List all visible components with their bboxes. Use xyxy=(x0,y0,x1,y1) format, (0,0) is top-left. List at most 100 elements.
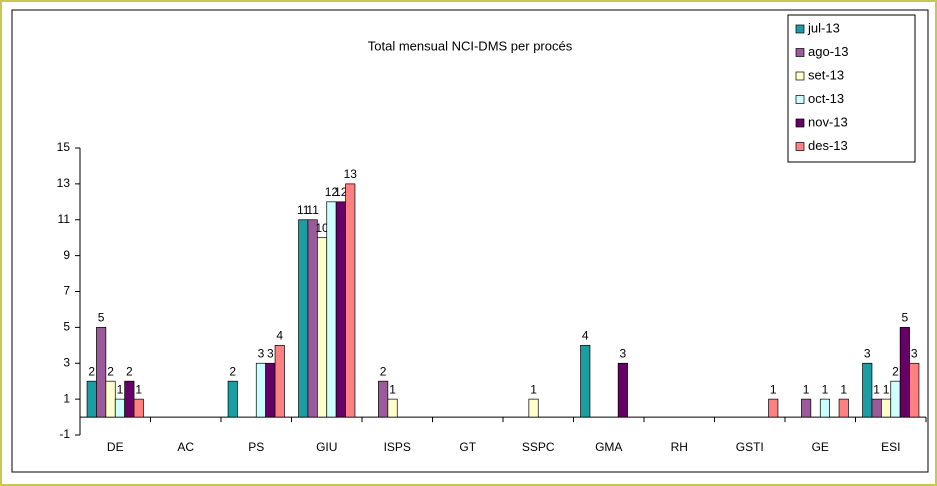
bar xyxy=(114,398,125,418)
x-tick-label: DE xyxy=(107,440,124,454)
data-label: 3 xyxy=(911,346,918,360)
legend-swatch xyxy=(795,24,805,34)
x-tick-label: PS xyxy=(248,440,264,454)
data-label: 2 xyxy=(88,364,95,378)
bar xyxy=(274,344,285,418)
legend-swatch xyxy=(795,142,805,151)
data-label: 5 xyxy=(902,311,909,325)
bar xyxy=(862,362,873,418)
data-label: 2 xyxy=(380,364,387,378)
data-label: 1 xyxy=(389,382,396,396)
data-label: 1 xyxy=(117,382,124,396)
data-label: 1 xyxy=(135,382,142,396)
x-tick-label: ISPS xyxy=(384,440,411,454)
bar xyxy=(133,398,144,418)
y-tick-label: 13 xyxy=(57,176,71,190)
legend-swatch xyxy=(795,95,805,104)
legend-label: nov-13 xyxy=(808,114,848,129)
bar xyxy=(880,398,892,418)
legend-label: set-13 xyxy=(808,67,844,82)
data-label: 4 xyxy=(276,328,283,342)
x-tick-label: AC xyxy=(177,440,194,454)
data-label: 1 xyxy=(530,382,537,396)
data-label: 3 xyxy=(258,346,265,360)
bar xyxy=(909,362,920,418)
bar xyxy=(335,201,346,418)
data-label: 12 xyxy=(334,185,348,199)
data-label: 1 xyxy=(883,382,890,396)
legend-swatch xyxy=(795,71,805,81)
bar xyxy=(378,380,389,418)
x-tick-label: GE xyxy=(812,440,829,454)
bar xyxy=(528,398,539,418)
x-tick-label: GSTI xyxy=(736,440,764,454)
data-label: 5 xyxy=(98,311,105,325)
bar xyxy=(326,201,337,418)
x-tick-label: ESI xyxy=(881,440,900,454)
data-label: 2 xyxy=(126,364,133,378)
y-tick-label: -1 xyxy=(59,427,70,441)
x-tick-label: RH xyxy=(671,440,688,454)
bar xyxy=(105,380,116,418)
data-label: 10 xyxy=(315,221,329,235)
x-tick-label: GIU xyxy=(316,440,337,454)
legend-label: jul-13 xyxy=(807,20,840,35)
y-tick-label: 15 xyxy=(57,140,71,154)
chart-title: Total mensual NCI-DMS per procés xyxy=(368,38,573,53)
data-label: 1 xyxy=(873,382,880,396)
legend-label: des-13 xyxy=(808,138,848,153)
bar xyxy=(838,398,849,418)
bar xyxy=(96,327,107,418)
y-tick-label: 7 xyxy=(63,284,70,298)
data-label: 1 xyxy=(822,382,829,396)
data-label: 1 xyxy=(803,382,810,396)
bar xyxy=(387,398,398,418)
bar xyxy=(255,362,266,418)
x-tick-label: GMA xyxy=(595,440,622,454)
data-label: 11 xyxy=(297,203,310,217)
bar xyxy=(265,362,276,418)
data-label: 3 xyxy=(620,346,627,360)
bar xyxy=(801,398,812,418)
bar xyxy=(871,398,882,418)
bar xyxy=(298,219,309,418)
x-tick-label: SSPC xyxy=(522,440,555,454)
legend-box xyxy=(787,14,916,163)
y-tick-label: 11 xyxy=(58,212,71,226)
bar xyxy=(899,327,910,418)
bar xyxy=(227,380,238,418)
x-tick-label: GT xyxy=(459,440,476,454)
y-tick-label: 1 xyxy=(63,391,70,405)
data-label: 2 xyxy=(229,364,236,378)
data-label: 3 xyxy=(267,346,274,360)
data-label: 12 xyxy=(325,185,339,199)
data-label: 1 xyxy=(770,382,777,396)
bar xyxy=(307,219,318,418)
data-label: 4 xyxy=(582,328,589,342)
y-tick-label: 5 xyxy=(63,320,70,334)
y-tick-label: 9 xyxy=(63,248,70,262)
legend-swatch xyxy=(795,48,805,57)
bar xyxy=(580,344,591,418)
legend-label: ago-13 xyxy=(808,44,848,59)
bar xyxy=(124,380,135,418)
y-tick-label: 3 xyxy=(63,355,70,369)
bar xyxy=(890,380,901,418)
data-label: 13 xyxy=(344,167,358,181)
legend-label: oct-13 xyxy=(808,91,844,106)
chart-border xyxy=(11,9,929,473)
data-label: 2 xyxy=(107,364,114,378)
data-label: 2 xyxy=(892,364,899,378)
bar xyxy=(86,380,97,418)
bar xyxy=(819,398,830,418)
legend-swatch xyxy=(795,118,805,128)
bar xyxy=(345,183,356,418)
bar xyxy=(768,398,779,418)
bar xyxy=(317,237,328,418)
data-label: 3 xyxy=(864,346,871,360)
data-label: 11 xyxy=(306,203,319,217)
bar xyxy=(617,362,628,418)
data-label: 1 xyxy=(840,382,847,396)
